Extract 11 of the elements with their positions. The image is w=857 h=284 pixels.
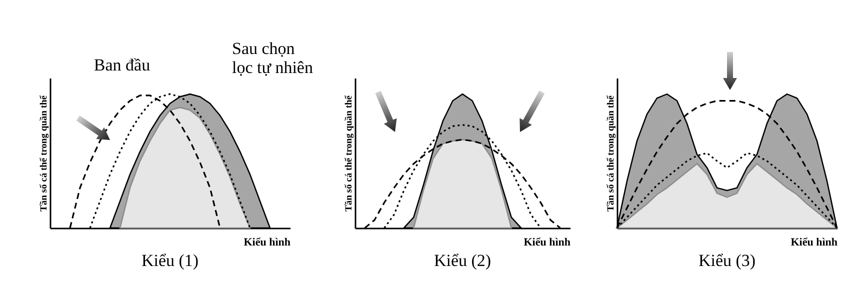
x-axis-title: Kiểu hình xyxy=(790,236,838,248)
text: Kiểu (1) xyxy=(141,251,199,270)
y-axis-title: Tần số cá thể trong quần thể xyxy=(344,94,354,212)
series-label: Ban đầu xyxy=(94,55,151,74)
text: Kiểu (3) xyxy=(698,251,756,270)
y-axis-title: Tần số cá thể trong quần thể xyxy=(606,94,616,212)
text: Sau chọn lọc tự nhiên xyxy=(232,39,314,78)
text: Kiểu (2) xyxy=(434,251,492,270)
y-axis-title: Tần số cá thể trong quần thể xyxy=(40,94,50,212)
x-axis-title: Kiểu hình xyxy=(244,236,290,248)
x-axis-title: Kiểu hình xyxy=(524,236,570,248)
